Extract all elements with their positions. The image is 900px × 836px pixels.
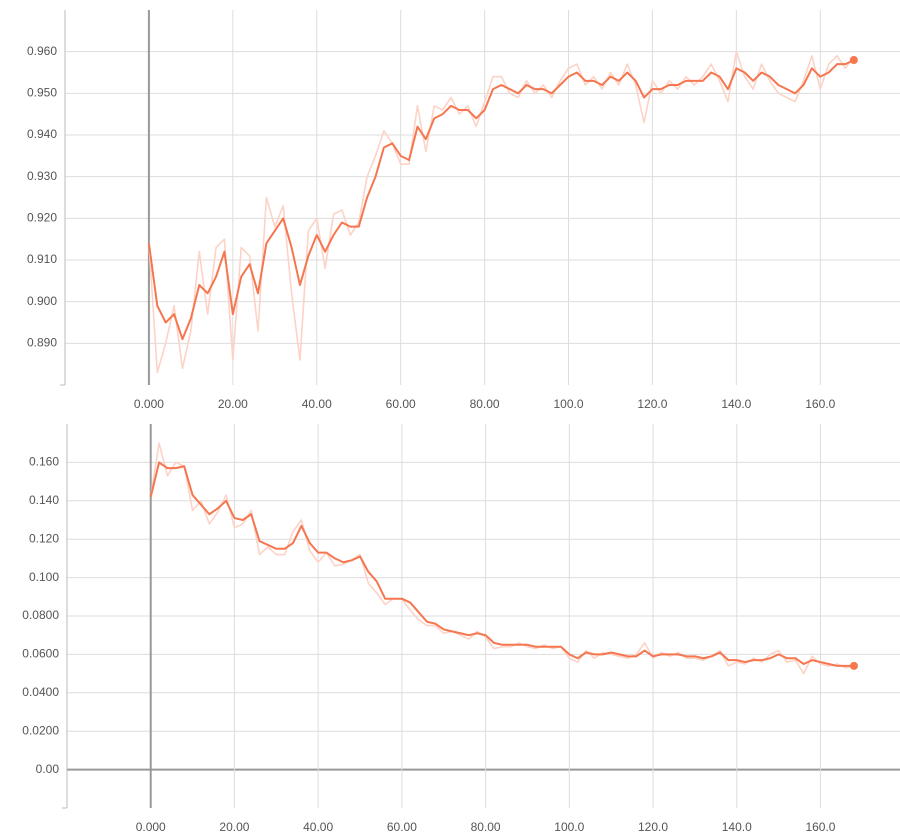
x-tick-label: 80.00 xyxy=(470,397,500,411)
y-tick-label: 0.960 xyxy=(27,44,57,58)
series-line xyxy=(148,50,855,374)
y-tick-label: 0.00 xyxy=(36,762,60,776)
y-tick-label: 0.920 xyxy=(27,211,57,225)
y-tick-label: 0.160 xyxy=(29,455,59,469)
x-tick-label: 20.00 xyxy=(219,820,249,834)
y-tick-label: 0.940 xyxy=(27,127,57,141)
x-tick-label: 160.0 xyxy=(805,397,835,411)
x-tick-label: 140.0 xyxy=(721,397,751,411)
x-tick-label: 100.0 xyxy=(554,820,584,834)
x-tick-label: 40.00 xyxy=(303,820,333,834)
series-line xyxy=(147,59,855,341)
x-tick-label: 20.00 xyxy=(218,397,248,411)
series-line xyxy=(149,442,855,675)
y-tick-label: 0.140 xyxy=(29,493,59,507)
x-tick-label: 60.00 xyxy=(386,397,416,411)
last-point xyxy=(849,56,858,64)
y-tick-label: 0.890 xyxy=(27,336,57,350)
x-tick-label: 100.0 xyxy=(554,397,584,411)
x-tick-label: 40.00 xyxy=(302,397,332,411)
x-tick-label: 60.00 xyxy=(387,820,417,834)
y-tick-label: 0.900 xyxy=(27,294,57,308)
y-tick-label: 0.0600 xyxy=(22,647,59,661)
y-tick-label: 0.930 xyxy=(27,169,57,183)
last-point xyxy=(849,661,858,670)
y-tick-label: 0.950 xyxy=(27,86,57,100)
x-tick-label: 0.000 xyxy=(136,820,166,834)
y-tick-label: 0.0400 xyxy=(22,685,59,699)
x-tick-label: 0.000 xyxy=(134,397,164,411)
x-tick-label: 120.0 xyxy=(638,820,668,834)
y-tick-label: 0.0800 xyxy=(22,608,59,622)
y-tick-label: 0.100 xyxy=(29,570,59,584)
y-tick-label: 0.120 xyxy=(29,531,59,545)
y-tick-label: 0.910 xyxy=(27,252,57,266)
y-tick-label: 0.0200 xyxy=(22,723,59,737)
x-tick-label: 80.00 xyxy=(471,820,501,834)
x-tick-label: 140.0 xyxy=(722,820,752,834)
series-line xyxy=(149,461,854,667)
x-tick-label: 160.0 xyxy=(805,820,835,834)
x-tick-label: 120.0 xyxy=(637,397,667,411)
